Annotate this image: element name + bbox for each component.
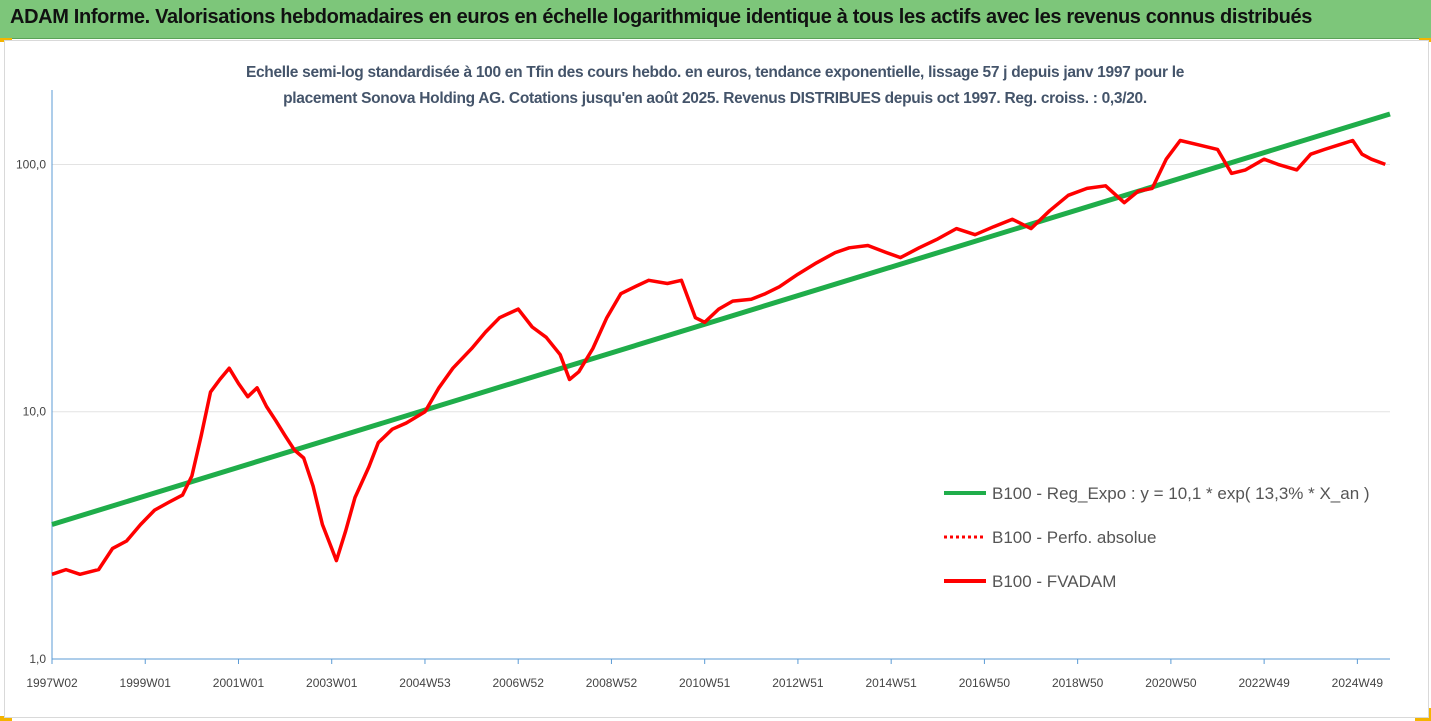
gridlines	[52, 163, 1390, 413]
fvadam-line	[51, 138, 1386, 577]
x-tick-label: 2022W49	[1238, 676, 1290, 690]
chart-area	[4, 40, 1429, 718]
series-lines	[51, 111, 1391, 577]
x-tick-label: 1997W02	[26, 676, 78, 690]
chart-title-line-1: Echelle semi-log standardisée à 100 en T…	[245, 64, 1185, 81]
legend-label: B100 - Perfo. absolue	[992, 528, 1156, 547]
x-tick-label: 2003W01	[306, 676, 358, 690]
x-tick-label: 2008W52	[586, 676, 638, 690]
x-tick-label: 2001W01	[213, 676, 265, 690]
x-tick-label: 2004W53	[399, 676, 451, 690]
x-tick-label: 1999W01	[120, 676, 172, 690]
trend-line	[51, 111, 1391, 527]
x-tick-label: 2018W50	[1052, 676, 1104, 690]
report-header: ADAM Informe. Valorisations hebdomadaire…	[0, 0, 1431, 39]
x-tick-label: 2020W50	[1145, 676, 1197, 690]
x-tick-label: 2024W49	[1332, 676, 1384, 690]
x-tick-label: 2010W51	[679, 676, 731, 690]
legend-label: B100 - FVADAM	[992, 572, 1116, 591]
x-tick-label: 2006W52	[493, 676, 545, 690]
corner-marker-bottom-left	[0, 716, 12, 721]
chart-title-line-2: placement Sonova Holding AG. Cotations j…	[283, 90, 1147, 107]
y-tick-label: 100,0	[16, 157, 46, 171]
x-tick-label: 2012W51	[772, 676, 824, 690]
x-tick-label: 2016W50	[959, 676, 1011, 690]
legend: B100 - Reg_Expo : y = 10,1 * exp( 13,3% …	[944, 484, 1370, 591]
y-tick-label: 1,0	[29, 652, 46, 666]
report-title: ADAM Informe. Valorisations hebdomadaire…	[10, 6, 1313, 28]
x-tick-label: 2014W51	[865, 676, 917, 690]
y-tick-label: 10,0	[23, 405, 47, 419]
axes: 1,0 10,0 100,0 1997W02 1999W01 2001W01 2003W01…	[16, 90, 1390, 690]
legend-label: B100 - Reg_Expo : y = 10,1 * exp( 13,3% …	[992, 484, 1370, 503]
